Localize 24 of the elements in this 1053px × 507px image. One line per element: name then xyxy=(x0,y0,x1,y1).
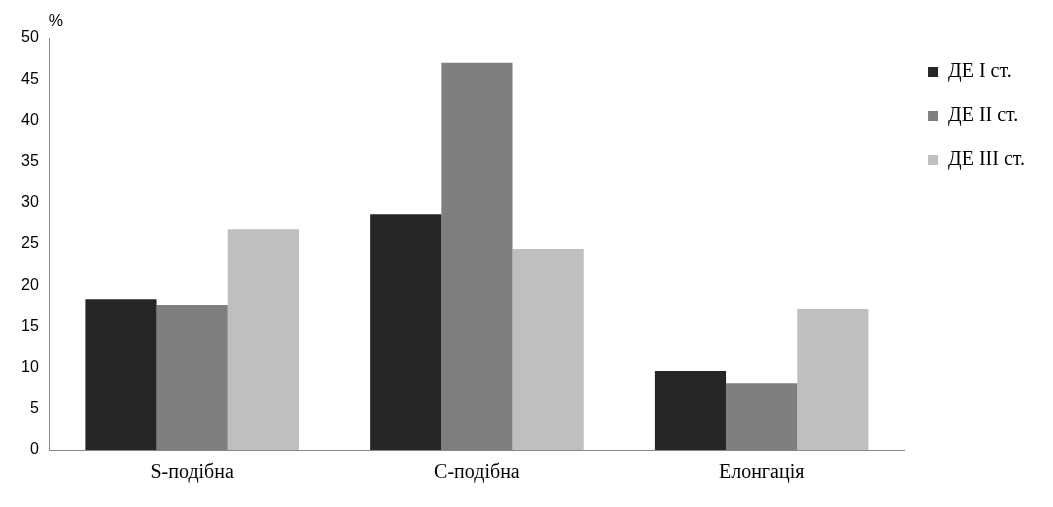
y-tick-label: 15 xyxy=(21,316,39,334)
y-tick-label: 40 xyxy=(21,110,39,128)
y-axis-title: % xyxy=(48,12,63,30)
bar xyxy=(85,299,157,450)
y-tick-label: 20 xyxy=(21,275,39,293)
bar xyxy=(370,214,442,450)
bar xyxy=(654,370,727,450)
bar xyxy=(227,229,299,450)
legend-label: ДЕ III ст. xyxy=(948,147,1025,171)
bar xyxy=(797,309,869,450)
y-tick-label: 25 xyxy=(21,234,39,252)
y-tick-label: 50 xyxy=(21,28,39,46)
legend-label: ДЕ I ст. xyxy=(948,59,1012,83)
y-tick-label: 0 xyxy=(29,440,39,458)
y-tick-label: 30 xyxy=(21,193,39,211)
bar xyxy=(512,248,584,450)
x-tick-label: S-подібна xyxy=(150,460,234,484)
x-tick-label: Елонгація xyxy=(718,460,805,484)
y-tick-label: 35 xyxy=(21,152,39,170)
legend-label: ДЕ II ст. xyxy=(948,103,1019,127)
y-tick-label: 10 xyxy=(21,358,39,376)
y-tick-label: 45 xyxy=(21,69,39,87)
x-tick-label: C-подібна xyxy=(434,460,520,484)
y-tick-label: 5 xyxy=(29,399,39,417)
